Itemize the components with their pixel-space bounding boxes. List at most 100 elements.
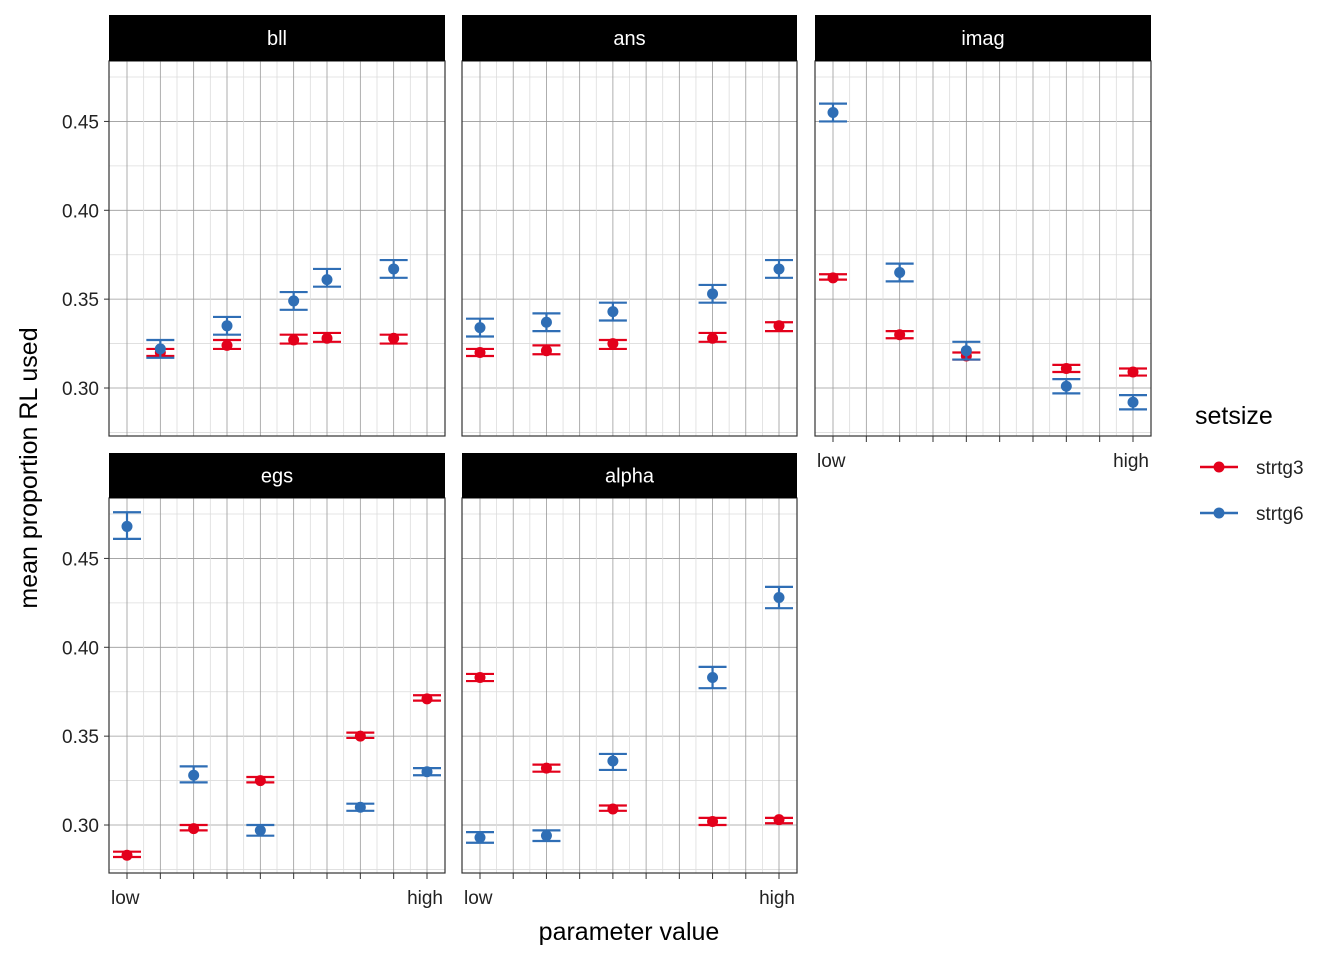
strip-ans [462, 15, 797, 61]
data-point-strtg6 [313, 267, 341, 288]
point-marker [421, 693, 433, 705]
x-tick-label-high: high [759, 888, 795, 909]
point-marker [540, 830, 552, 842]
legend-key-point-strtg3 [1213, 461, 1225, 473]
strip-imag [815, 15, 1151, 61]
y-tick-label: 0.30 [62, 379, 99, 400]
legend-entry-strtg6: strtg6 [1200, 504, 1304, 525]
data-point-strtg3 [532, 762, 561, 774]
data-point-strtg6 [246, 823, 275, 837]
point-marker [960, 345, 972, 357]
data-point-strtg6 [598, 752, 627, 772]
data-point-strtg6 [532, 312, 561, 333]
point-marker [607, 755, 619, 767]
point-marker [773, 263, 785, 275]
data-point-strtg3 [598, 803, 627, 815]
data-point-strtg6 [819, 102, 847, 123]
point-marker [388, 332, 400, 344]
point-marker [354, 801, 366, 813]
y-tick-label: 0.40 [62, 201, 99, 222]
point-marker [221, 339, 233, 351]
x-tick-label-low: low [111, 888, 140, 909]
point-marker [188, 769, 200, 781]
data-point-strtg6 [466, 317, 494, 338]
point-marker [1060, 380, 1072, 392]
point-marker [894, 266, 906, 278]
point-marker [474, 322, 486, 334]
data-point-strtg3 [279, 333, 308, 346]
point-marker [707, 672, 719, 684]
point-marker [540, 345, 552, 357]
point-marker [707, 288, 719, 300]
point-marker [154, 343, 166, 355]
point-marker [773, 320, 785, 332]
data-point-strtg6 [885, 262, 914, 283]
point-marker [1060, 362, 1072, 374]
data-point-strtg6 [698, 283, 727, 304]
point-marker [321, 274, 333, 286]
point-marker [540, 316, 552, 328]
point-marker [221, 320, 233, 332]
point-marker [474, 346, 486, 358]
data-point-strtg3 [1052, 362, 1081, 374]
y-tick-label: 0.35 [62, 727, 99, 748]
data-point-strtg3 [346, 730, 375, 742]
point-marker [1127, 396, 1139, 408]
data-point-strtg6 [1119, 394, 1147, 411]
point-marker [607, 306, 619, 318]
data-point-strtg3 [113, 849, 141, 861]
x-tick-label-high: high [407, 888, 443, 909]
data-point-strtg3 [246, 775, 275, 787]
legend-title: setsize [1195, 402, 1273, 430]
point-marker [707, 332, 719, 344]
strip-label-ans: ans [613, 28, 645, 50]
legend-label-strtg6: strtg6 [1256, 504, 1304, 525]
data-point-strtg6 [113, 511, 141, 540]
data-point-strtg3 [765, 320, 793, 333]
legend-key-point-strtg6 [1213, 507, 1225, 519]
data-point-strtg3 [179, 823, 208, 835]
data-point-strtg3 [765, 814, 793, 826]
x-tick-label-low: low [817, 451, 846, 472]
data-point-strtg3 [819, 272, 847, 284]
x-tick-label-low: low [464, 888, 493, 909]
strip-bll [109, 15, 445, 61]
data-point-strtg6 [952, 340, 981, 361]
point-marker [1127, 366, 1139, 378]
panel-alpha: alpha low high [461, 453, 798, 909]
data-point-strtg3 [213, 338, 241, 351]
point-marker [254, 775, 266, 787]
y-tick-label: 0.45 [62, 549, 99, 570]
data-point-strtg6 [765, 258, 793, 279]
strip-label-alpha: alpha [605, 466, 655, 488]
axis-titles: mean proportion RL used parameter value [15, 327, 719, 946]
point-marker [773, 592, 785, 604]
panel-ans: ans [461, 15, 798, 437]
point-marker [827, 272, 839, 284]
data-point-strtg6 [466, 831, 494, 844]
point-marker [254, 824, 266, 836]
data-point-strtg3 [466, 346, 494, 358]
legend: setsize strtg3 strtg6 [1195, 402, 1304, 525]
data-point-strtg3 [313, 331, 341, 344]
data-point-strtg3 [698, 815, 727, 827]
panel-egs: egs 0.30 0.35 0.40 0.45 low high [62, 453, 446, 909]
point-marker [388, 263, 400, 275]
point-marker [188, 823, 200, 835]
point-marker [607, 338, 619, 350]
data-point-strtg6 [379, 258, 408, 279]
point-marker [321, 332, 333, 344]
legend-entry-strtg3: strtg3 [1200, 458, 1304, 479]
data-point-strtg6 [413, 766, 441, 778]
data-point-strtg6 [346, 801, 375, 813]
x-tick-label-high: high [1113, 451, 1149, 472]
data-point-strtg3 [532, 344, 561, 357]
data-point-strtg6 [598, 301, 627, 322]
data-point-strtg6 [213, 315, 241, 336]
data-point-strtg3 [698, 331, 727, 344]
x-axis-title: parameter value [539, 918, 720, 946]
data-point-strtg3 [598, 338, 627, 351]
y-tick-label: 0.35 [62, 290, 99, 311]
